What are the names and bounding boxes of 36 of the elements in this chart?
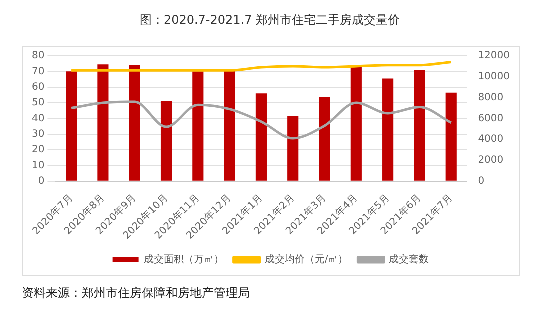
y2-tick-label: 6000 xyxy=(478,113,504,124)
legend-label: 成交均价（元/㎡） xyxy=(264,254,348,266)
y-tick-label: 70 xyxy=(32,66,45,78)
y-tick-label: 60 xyxy=(32,82,45,93)
y2-tick-label: 8000 xyxy=(478,92,504,104)
y2-tick-label: 2000 xyxy=(478,155,504,166)
chart-title: 图：2020.7-2021.7 郑州市住宅二手房成交量价 xyxy=(138,12,402,29)
bar xyxy=(98,64,109,181)
bar xyxy=(224,70,236,181)
y2-tick-label: 12000 xyxy=(478,50,510,62)
bar xyxy=(129,65,140,181)
bar xyxy=(319,98,330,181)
bar xyxy=(350,65,362,181)
y2-tick-label: 10000 xyxy=(478,71,510,82)
bar xyxy=(192,72,204,181)
bar xyxy=(446,92,457,181)
y-tick-label: 20 xyxy=(32,144,45,156)
bar xyxy=(66,72,78,181)
y-tick-label: 80 xyxy=(32,50,45,62)
y-tick-label: 40 xyxy=(32,113,45,124)
y-tick-label: 10 xyxy=(32,160,45,172)
legend-label: 成交套数 xyxy=(389,254,430,266)
text: 资料来源：郑州市住房保障和房地产管理局 xyxy=(22,285,250,302)
bar xyxy=(256,94,267,181)
y2-tick-label: 0 xyxy=(478,176,485,187)
bar xyxy=(414,70,426,181)
y2-tick-label: 4000 xyxy=(478,134,504,146)
line-series xyxy=(70,61,453,72)
legend-label: 成交面积（万㎡） xyxy=(144,254,224,266)
bar xyxy=(160,101,172,181)
bar xyxy=(382,78,394,181)
line-series xyxy=(70,100,453,140)
bar xyxy=(288,116,299,181)
y-tick-label: 50 xyxy=(32,98,45,109)
y-tick-label: 0 xyxy=(38,176,45,187)
y-tick-label: 30 xyxy=(32,128,45,140)
